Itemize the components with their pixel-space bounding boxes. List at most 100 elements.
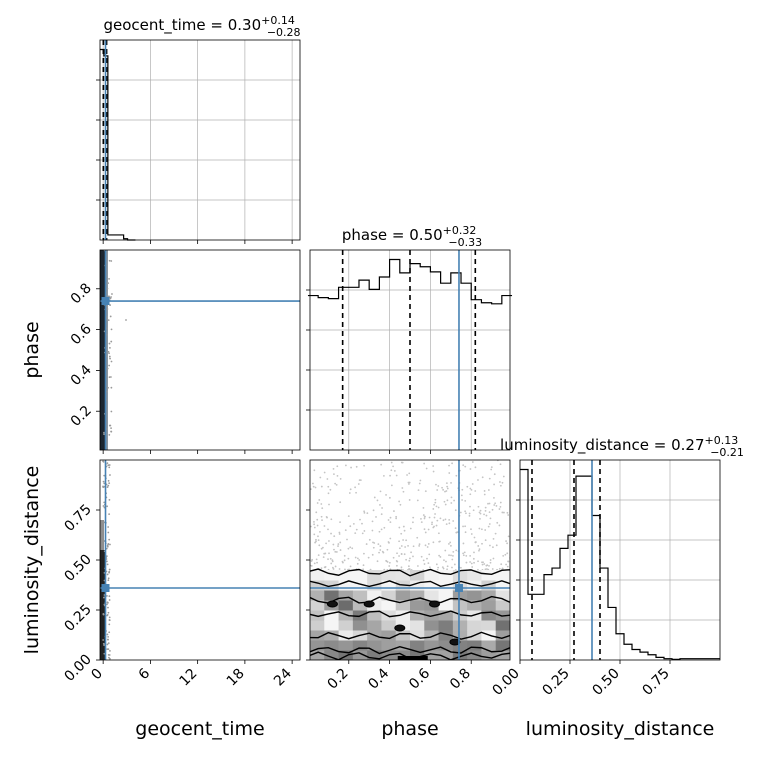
sample-point <box>484 529 487 531</box>
density-block <box>310 620 325 631</box>
sample-point <box>478 548 481 551</box>
sample-point <box>448 543 450 545</box>
density-block <box>381 590 397 601</box>
sample-point <box>506 552 509 555</box>
density-block <box>424 630 440 641</box>
sample-point <box>102 480 105 483</box>
sample-point <box>469 554 472 557</box>
density-block <box>452 650 468 660</box>
sample-point <box>480 528 483 531</box>
sample-point <box>437 566 440 569</box>
density-block <box>395 630 411 641</box>
sample-point <box>464 510 467 513</box>
density-block <box>395 590 411 601</box>
sample-point <box>310 560 313 562</box>
sample-point <box>481 542 483 545</box>
panel-content <box>100 460 111 660</box>
sample-point <box>321 519 323 522</box>
histogram-luminosity_distance <box>520 468 720 660</box>
density-block <box>410 630 425 641</box>
sample-point <box>463 551 466 554</box>
sample-point <box>336 465 339 468</box>
density-block <box>367 640 382 651</box>
panel-phase-vs-geocent_time <box>96 250 300 454</box>
sample-point <box>398 547 401 550</box>
sample-point <box>432 541 435 544</box>
density-block <box>352 590 368 601</box>
density-block <box>438 640 454 651</box>
sample-point <box>407 481 410 484</box>
sample-point <box>355 465 358 468</box>
density-block <box>324 640 340 651</box>
sample-point <box>339 501 342 504</box>
sample-point <box>409 557 411 560</box>
sample-point <box>469 468 472 470</box>
sample-point <box>491 508 494 511</box>
density-block <box>367 590 382 601</box>
sample-point <box>499 501 502 504</box>
sample-point <box>363 510 366 513</box>
sample-point <box>107 350 110 353</box>
density-block <box>481 600 497 611</box>
density-block <box>452 590 468 601</box>
sample-point <box>107 282 110 285</box>
sample-point <box>108 657 111 660</box>
sample-point <box>307 531 309 533</box>
sample-point <box>376 499 379 502</box>
sample-point <box>354 532 357 535</box>
density-block <box>338 640 354 651</box>
sample-point <box>392 556 395 559</box>
sample-point <box>106 308 109 310</box>
sample-point <box>443 559 445 562</box>
sample-point <box>107 526 110 528</box>
sample-point <box>400 566 403 569</box>
sample-point <box>503 511 505 514</box>
sample-point <box>474 490 477 492</box>
contour-island <box>326 600 338 608</box>
sample-point <box>441 566 444 569</box>
sample-point <box>106 367 109 370</box>
sample-point <box>393 470 396 472</box>
sample-point <box>408 568 410 570</box>
sample-point <box>435 505 438 508</box>
sample-point <box>326 478 329 480</box>
sample-point <box>313 533 316 536</box>
sample-point <box>110 427 112 430</box>
sample-point <box>323 552 326 555</box>
sample-point <box>469 487 472 490</box>
sample-point <box>499 484 502 487</box>
sample-point <box>319 476 322 479</box>
sample-point <box>107 606 109 609</box>
sample-point <box>108 595 111 598</box>
density-block <box>452 570 468 581</box>
sample-point <box>110 260 113 262</box>
sample-point <box>111 293 113 295</box>
sample-point <box>108 482 111 485</box>
sample-point <box>437 532 440 535</box>
sample-point <box>379 545 382 547</box>
sample-point <box>392 465 394 468</box>
truth-marker <box>101 297 110 306</box>
sample-point <box>490 466 493 469</box>
density-block <box>381 600 397 611</box>
density-edge <box>105 250 108 450</box>
sample-point <box>343 559 346 562</box>
sample-point <box>332 566 334 569</box>
sample-point <box>316 502 319 504</box>
sample-point <box>319 530 321 533</box>
sample-point <box>465 561 468 564</box>
sample-point <box>321 546 324 549</box>
sample-point <box>472 557 475 560</box>
sample-point <box>444 549 447 552</box>
sample-point <box>108 616 111 619</box>
sample-point <box>431 523 433 526</box>
density-block <box>452 600 468 611</box>
sample-point <box>417 489 420 492</box>
sample-point <box>418 543 421 546</box>
sample-point <box>487 489 490 491</box>
sample-point <box>439 517 442 520</box>
contour-line <box>310 646 510 655</box>
density-block <box>438 570 454 581</box>
sample-point <box>427 528 430 531</box>
sample-point <box>109 543 111 546</box>
